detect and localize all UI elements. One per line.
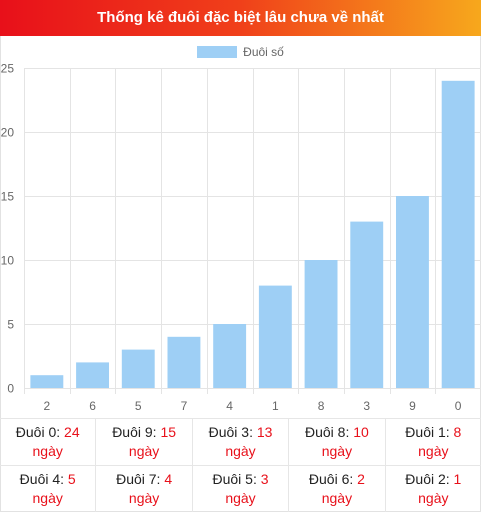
x-tick-label: 9 xyxy=(409,399,416,413)
y-tick-label: 15 xyxy=(1,190,15,204)
stat-label: Đuôi 8: xyxy=(305,424,350,440)
stat-cell: Đuôi 4: 5 ngày xyxy=(0,466,97,512)
y-tick-label: 10 xyxy=(1,254,15,268)
stat-label: Đuôi 4: xyxy=(19,471,65,487)
stat-label: Đuôi 2: xyxy=(405,471,450,487)
x-tick-label: 4 xyxy=(226,399,233,413)
stat-label: Đuôi 9: xyxy=(112,424,157,440)
stat-cell: Đuôi 7: 4 ngày xyxy=(96,466,193,512)
bar-chart: 0 5 10 15 20 25 2 6 5 7 4 1 8 3 9 0 xyxy=(1,62,481,413)
stat-cell: Đuôi 3: 13 ngày xyxy=(193,419,290,465)
stat-unit: ngày xyxy=(128,443,160,459)
chart-title: Thống kê đuôi đặc biệt lâu chưa về nhất xyxy=(0,0,481,36)
stat-label: Đuôi 0: xyxy=(15,424,61,440)
bar xyxy=(350,221,384,388)
bar xyxy=(30,375,64,388)
stat-unit: ngày xyxy=(418,490,449,506)
y-tick-label: 20 xyxy=(1,126,15,140)
bar xyxy=(167,336,201,388)
stats-row: Đuôi 4: 5 ngày Đuôi 7: 4 ngày Đuôi 5: 3 ngà… xyxy=(0,465,481,512)
x-tick-label: 2 xyxy=(44,399,51,413)
stat-unit: ngày xyxy=(225,490,256,506)
stat-value: 8 xyxy=(453,424,462,440)
stat-unit: ngày xyxy=(32,490,63,506)
x-tick-label: 0 xyxy=(455,399,462,413)
x-tick-label: 6 xyxy=(89,399,96,413)
stat-unit: ngày xyxy=(418,443,449,459)
stat-unit: ngày xyxy=(321,443,353,459)
stat-unit: ngày xyxy=(128,490,160,506)
y-tick-label: 25 xyxy=(1,62,15,76)
stats-table: Đuôi 0: 24 ngày Đuôi 9: 15 ngày Đuôi 3: 13… xyxy=(0,418,481,512)
stat-label: Đuôi 1: xyxy=(405,424,450,440)
stat-cell: Đuôi 6: 2 ngày xyxy=(289,466,386,512)
x-tick-label: 8 xyxy=(318,399,325,413)
stat-label: Đuôi 5: xyxy=(212,471,257,487)
stat-label: Đuôi 3: xyxy=(208,424,253,440)
bar xyxy=(304,260,338,388)
x-tick-label: 7 xyxy=(181,399,188,413)
bar xyxy=(395,196,429,388)
x-tick-label: 5 xyxy=(135,399,142,413)
stat-value: 1 xyxy=(453,471,462,487)
stat-label: Đuôi 7: xyxy=(116,471,161,487)
legend-swatch xyxy=(197,46,238,58)
stat-cell: Đuôi 9: 15 ngày xyxy=(96,419,193,465)
y-tick-label: 0 xyxy=(7,382,14,396)
bar xyxy=(76,362,110,388)
bar xyxy=(441,80,475,389)
stat-value: 3 xyxy=(260,471,269,487)
stat-value: 4 xyxy=(164,471,173,487)
bar xyxy=(213,324,247,388)
stat-value: 10 xyxy=(353,424,369,440)
stat-value: 2 xyxy=(357,471,365,487)
x-tick-label: 3 xyxy=(363,399,370,413)
stat-cell: Đuôi 5: 3 ngày xyxy=(193,466,290,512)
x-tick-label: 1 xyxy=(272,399,279,413)
bar xyxy=(258,285,292,388)
stat-cell: Đuôi 2: 1 ngày xyxy=(386,466,481,512)
legend-label: Đuôi số xyxy=(243,45,284,59)
stat-value: 13 xyxy=(256,424,273,440)
stat-unit: ngày xyxy=(321,490,353,506)
stat-cell: Đuôi 8: 10 ngày xyxy=(289,419,386,465)
stat-value: 15 xyxy=(160,424,177,440)
stat-value: 5 xyxy=(67,471,76,487)
stat-unit: ngày xyxy=(32,443,63,459)
y-tick-label: 5 xyxy=(7,318,14,332)
stat-value: 24 xyxy=(64,424,80,440)
chart-legend[interactable]: Đuôi số xyxy=(0,44,481,60)
stat-unit: ngày xyxy=(225,443,256,459)
stat-cell: Đuôi 0: 24 ngày xyxy=(0,419,97,465)
stat-cell: Đuôi 1: 8 ngày xyxy=(386,419,481,465)
bar xyxy=(121,349,155,388)
stat-label: Đuôi 6: xyxy=(308,471,354,487)
stats-row: Đuôi 0: 24 ngày Đuôi 9: 15 ngày Đuôi 3: 13… xyxy=(0,418,481,465)
